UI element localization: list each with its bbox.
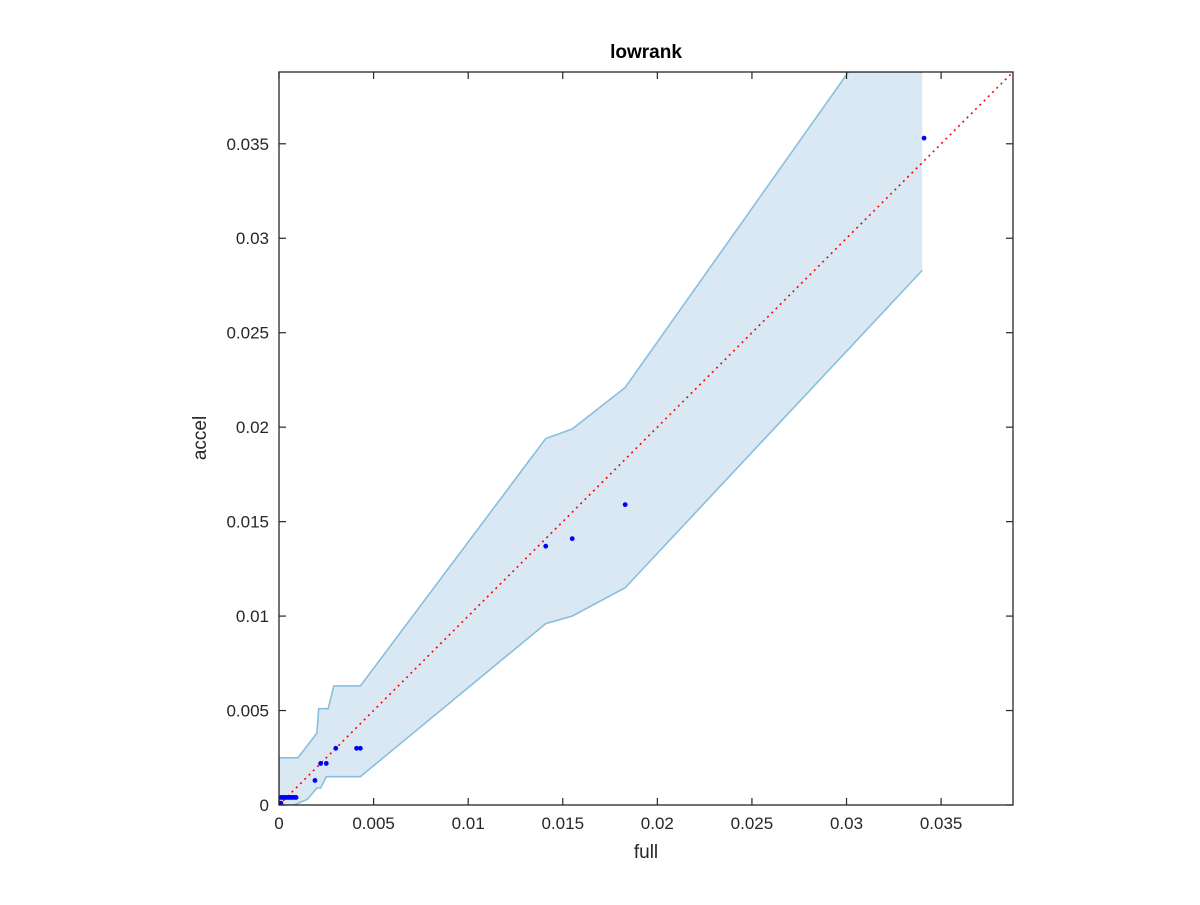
- data-point: [312, 778, 318, 783]
- x-tick-label: 0.03: [830, 814, 863, 833]
- data-point: [318, 761, 324, 766]
- y-tick-label: 0: [260, 796, 269, 815]
- data-point: [622, 502, 628, 508]
- y-tick-label: 0.01: [236, 607, 269, 626]
- data-point: [279, 800, 284, 805]
- x-tick-label: 0.015: [541, 814, 584, 833]
- y-tick-label: 0.02: [236, 418, 269, 437]
- ticks-layer: 0 0.005 0.01 0.015 0.02 0.025 0.03 0.035 0 0.005 0…: [226, 72, 1013, 833]
- data-point: [357, 745, 363, 751]
- confidence-band: [279, 72, 923, 805]
- band-layer: [279, 72, 923, 805]
- y-axis-label: accel: [190, 416, 211, 460]
- data-point: [921, 135, 927, 141]
- band-lower-edge: [279, 269, 923, 805]
- band-upper-edge: [279, 72, 923, 759]
- chart-title: lowrank: [610, 42, 682, 63]
- x-tick-label: 0.02: [641, 814, 674, 833]
- data-point: [293, 795, 299, 800]
- y-tick-label: 0.025: [226, 324, 269, 343]
- x-tick-label: 0.035: [920, 814, 963, 833]
- data-point: [323, 761, 329, 766]
- data-point: [543, 543, 549, 549]
- y-tick-label: 0.015: [226, 513, 269, 532]
- x-tick-label: 0: [274, 814, 283, 833]
- x-tick-label: 0.005: [352, 814, 395, 833]
- x-tick-label: 0.025: [731, 814, 774, 833]
- axes-layer: [278, 71, 1014, 806]
- axes-box: [278, 71, 1014, 806]
- y-tick-label: 0.005: [226, 702, 269, 721]
- data-point: [569, 536, 575, 542]
- data-point: [354, 745, 359, 751]
- reference-line: [279, 72, 1013, 805]
- y-tick-label: 0.035: [226, 135, 269, 154]
- x-axis-label: full: [634, 842, 658, 863]
- data-point: [333, 745, 339, 751]
- y-tick-label: 0.03: [236, 229, 269, 248]
- x-tick-label: 0.01: [452, 814, 485, 833]
- points-layer: [279, 135, 927, 805]
- reference-line-layer: [279, 72, 1013, 805]
